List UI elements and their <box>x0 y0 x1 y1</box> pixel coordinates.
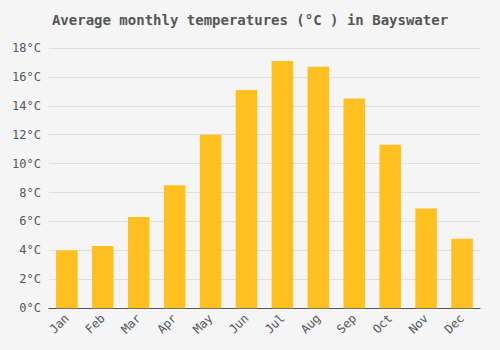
svg-text:Jan: Jan <box>47 311 72 336</box>
svg-text:Aug: Aug <box>298 311 323 336</box>
svg-text:Apr: Apr <box>154 311 179 336</box>
svg-text:Average monthly temperatures (: Average monthly temperatures (°C ) in Ba… <box>52 12 448 28</box>
svg-text:Nov: Nov <box>406 311 431 336</box>
svg-text:12°C: 12°C <box>12 128 41 142</box>
svg-text:Dec: Dec <box>442 311 467 336</box>
svg-text:0°C: 0°C <box>19 301 41 315</box>
svg-text:Oct: Oct <box>370 311 395 336</box>
svg-text:Jul: Jul <box>262 311 287 336</box>
svg-text:May: May <box>190 311 215 336</box>
svg-text:10°C: 10°C <box>12 157 41 171</box>
svg-text:Mar: Mar <box>118 311 143 336</box>
svg-text:Sep: Sep <box>334 311 359 336</box>
svg-text:6°C: 6°C <box>19 214 41 228</box>
svg-text:14°C: 14°C <box>12 99 41 113</box>
svg-text:4°C: 4°C <box>19 243 41 257</box>
svg-text:18°C: 18°C <box>12 41 41 55</box>
svg-text:8°C: 8°C <box>19 186 41 200</box>
svg-text:Feb: Feb <box>83 311 108 336</box>
svg-text:16°C: 16°C <box>12 70 41 84</box>
svg-text:2°C: 2°C <box>19 272 41 286</box>
svg-text:Jun: Jun <box>226 311 251 336</box>
